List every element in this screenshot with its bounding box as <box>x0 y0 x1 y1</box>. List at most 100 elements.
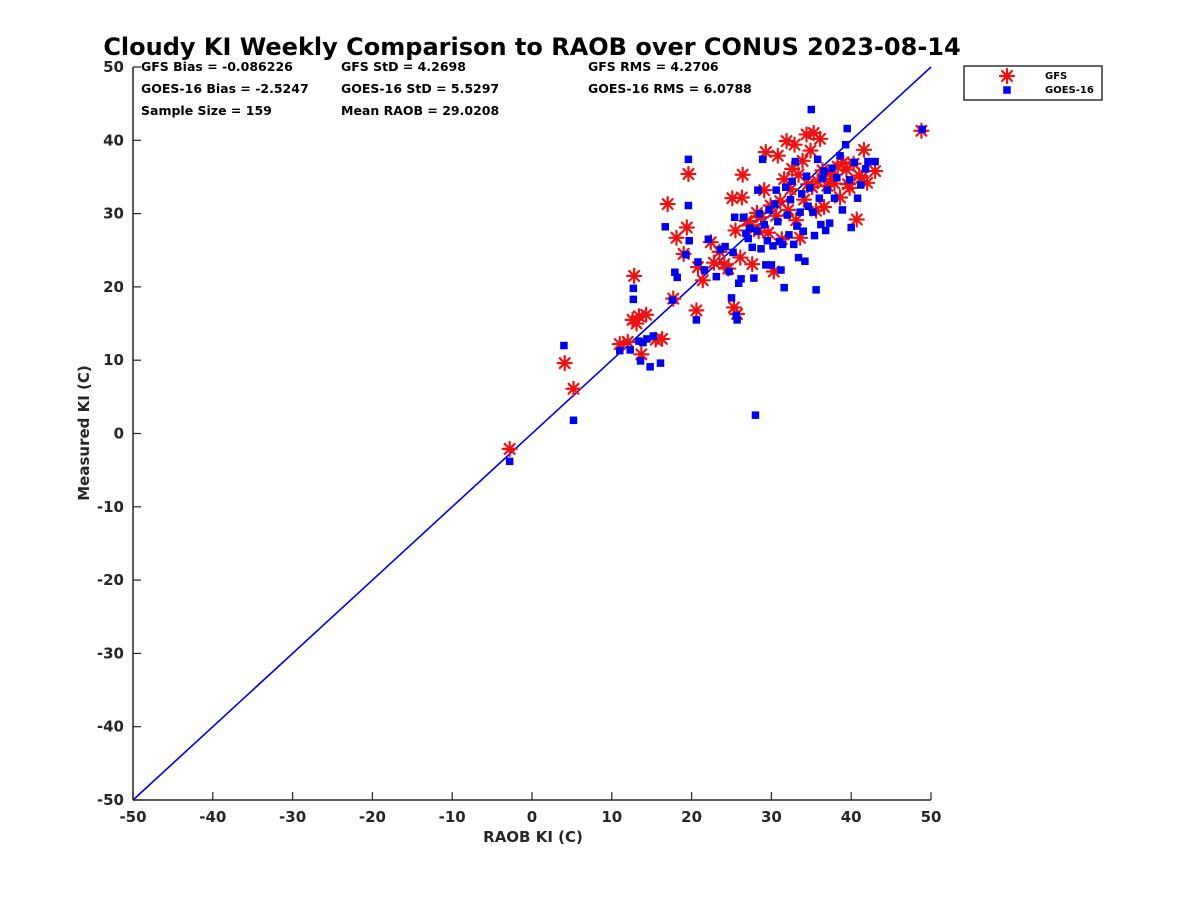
goes16-point <box>799 227 808 235</box>
goes16-series <box>505 105 926 466</box>
x-axis-ticks: -50 -40 -30 -20 -10 0 10 20 30 40 50 <box>119 792 941 826</box>
y-tick-label: -10 <box>97 498 124 516</box>
goes16-point <box>804 202 812 211</box>
goes16-point <box>729 248 737 257</box>
goes16-point <box>857 181 865 189</box>
goes16-point <box>807 105 816 114</box>
plot-area <box>132 66 932 801</box>
gfs-point <box>727 222 744 239</box>
goes16-point <box>760 220 768 229</box>
goes16-point <box>815 194 824 202</box>
goes16-point <box>746 224 754 233</box>
gfs-point <box>694 272 711 289</box>
goes16-point <box>841 140 850 149</box>
goes16-point <box>754 186 762 194</box>
y-tick-label: -40 <box>97 718 124 736</box>
goes16-point <box>817 220 825 229</box>
stat-goes16-rms: GOES-16 RMS = 6.0788 <box>588 81 752 96</box>
goes16-point <box>805 184 814 192</box>
x-tick-label: -40 <box>199 808 226 826</box>
goes16-point <box>639 338 647 347</box>
x-tick-label: 40 <box>841 808 862 826</box>
y-tick-label: 10 <box>103 351 124 369</box>
goes16-point <box>820 167 828 175</box>
goes16-point <box>809 208 817 216</box>
goes16-point <box>801 257 809 265</box>
goes16-point <box>830 194 839 202</box>
gfs-point <box>811 130 829 147</box>
goes16-point <box>727 294 736 302</box>
goes16-point <box>812 286 820 294</box>
gfs-point <box>556 355 573 372</box>
goes16-point <box>744 234 753 243</box>
goes16-point <box>704 235 713 244</box>
goes16-point <box>802 172 811 180</box>
goes16-point <box>649 332 658 340</box>
gfs-point <box>848 211 865 228</box>
stat-mean-raob: Mean RAOB = 29.0208 <box>341 103 499 118</box>
stat-gfs-rms: GFS RMS = 4.2706 <box>588 59 719 74</box>
gfs-point <box>678 219 695 236</box>
gfs-point <box>838 161 855 178</box>
goes16-point <box>850 158 859 167</box>
goes16-point <box>783 211 792 219</box>
goes16-point <box>871 157 879 166</box>
goes16-point <box>769 242 777 250</box>
goes16-point <box>737 275 745 283</box>
goes16-point <box>782 183 790 191</box>
x-axis-label: RAOB KI (C) <box>483 828 583 846</box>
goes16-point <box>629 284 638 293</box>
gfs-point <box>734 166 751 183</box>
y-tick-label: 40 <box>103 131 124 149</box>
gfs-point <box>769 147 786 164</box>
goes16-point <box>730 213 739 222</box>
goes16-point <box>836 151 844 160</box>
goes16-point <box>732 311 741 320</box>
goes16-point <box>918 125 926 134</box>
goes16-point <box>716 245 725 254</box>
goes16-point <box>751 411 760 419</box>
legend-goes16-square <box>1003 86 1011 94</box>
gfs-point <box>826 175 843 192</box>
gfs-series <box>501 122 930 457</box>
goes16-point <box>734 279 743 287</box>
x-tick-label: -10 <box>439 808 466 826</box>
goes16-point <box>785 231 793 239</box>
goes16-point <box>853 194 862 202</box>
goes16-point <box>626 346 634 354</box>
gfs-point <box>653 330 671 348</box>
stat-goes16-bias: GOES-16 Bias = -2.5247 <box>141 81 309 96</box>
gfs-point <box>786 136 803 153</box>
goes16-point <box>765 206 773 214</box>
goes16-point <box>505 457 514 466</box>
goes16-point <box>646 363 654 371</box>
goes16-point <box>786 195 795 204</box>
gfs-point <box>744 256 761 273</box>
goes16-point <box>684 201 693 210</box>
gfs-point <box>733 189 750 206</box>
x-tick-label: 50 <box>921 808 942 826</box>
goes16-point <box>778 240 787 249</box>
goes16-point <box>825 219 834 227</box>
goes16-point <box>838 206 847 214</box>
gfs-point <box>501 440 518 457</box>
goes16-point <box>793 222 801 230</box>
x-tick-label: -30 <box>279 808 306 826</box>
legend-goes16-marker <box>1003 86 1011 94</box>
gfs-point <box>626 267 643 285</box>
legend-box <box>963 65 1103 101</box>
x-tick-label: 10 <box>601 808 622 826</box>
goes16-point <box>700 266 709 274</box>
gfs-point <box>815 198 833 216</box>
goes16-point <box>845 176 854 184</box>
y-tick-label: 20 <box>103 278 124 296</box>
stat-gfs-std: GFS StD = 4.2698 <box>341 59 466 74</box>
goes16-point <box>789 240 798 249</box>
goes16-point <box>823 186 832 194</box>
goes16-point <box>843 124 851 133</box>
goes16-point <box>777 266 785 274</box>
goes16-point <box>750 274 758 282</box>
gfs-point <box>705 254 723 271</box>
goes16-point <box>694 258 702 266</box>
